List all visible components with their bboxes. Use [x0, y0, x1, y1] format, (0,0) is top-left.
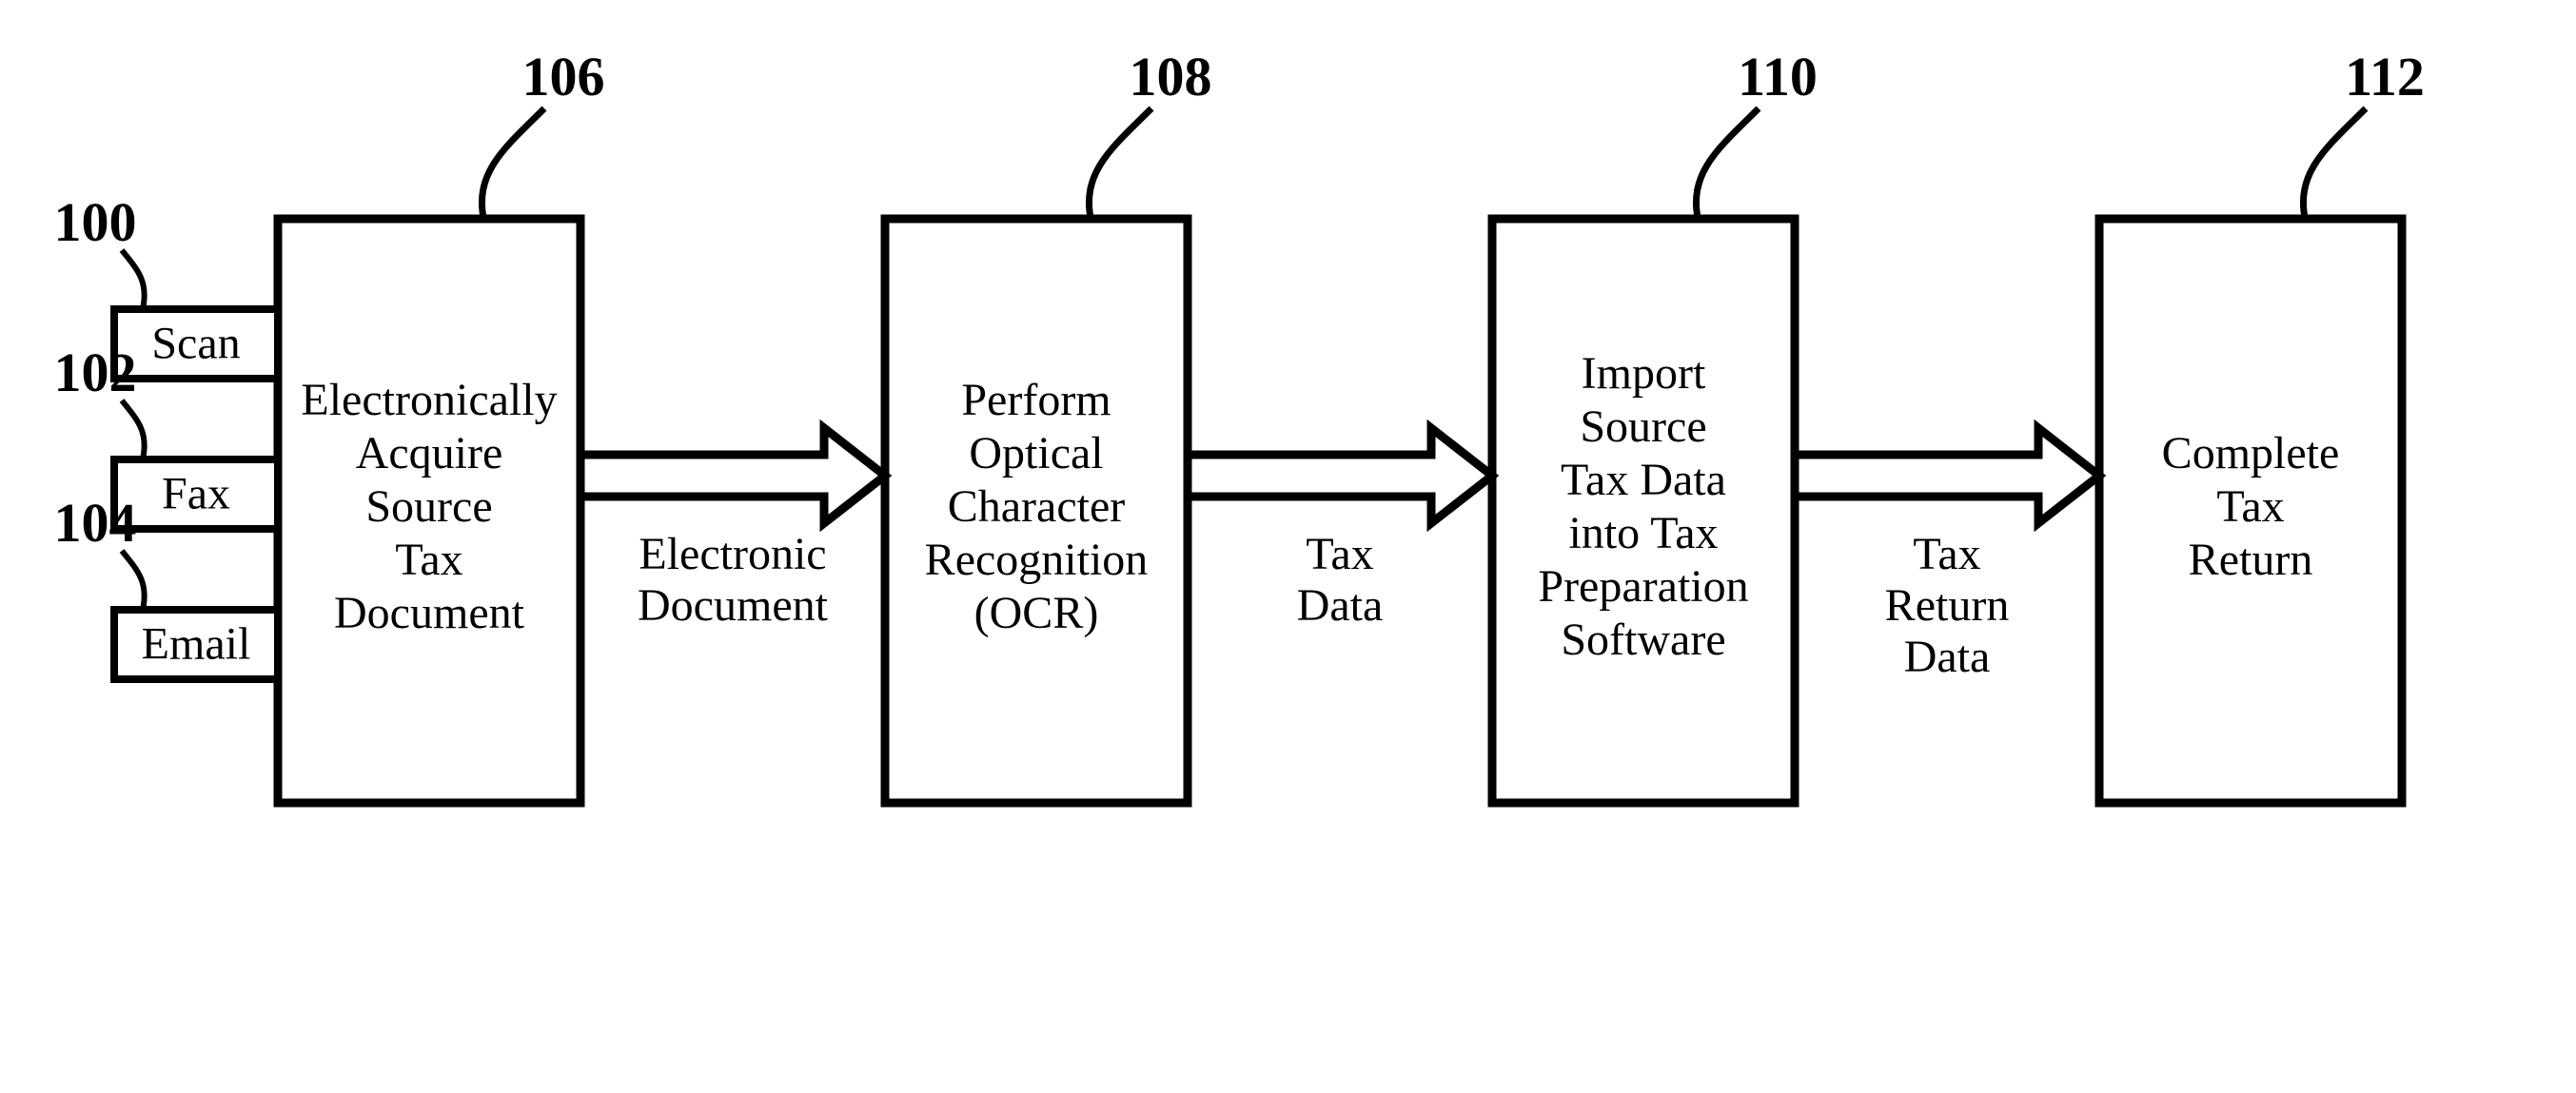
svg-text:Data: Data — [1297, 580, 1384, 631]
svg-text:Tax Data: Tax Data — [1561, 455, 1726, 505]
svg-text:Tax: Tax — [1306, 529, 1373, 579]
svg-text:Tax: Tax — [1913, 529, 1980, 579]
svg-text:Character: Character — [948, 481, 1126, 532]
svg-text:Return: Return — [2189, 535, 2313, 585]
input-box: Fax — [114, 459, 278, 529]
svg-text:Tax: Tax — [2216, 481, 2284, 532]
svg-text:Optical: Optical — [969, 428, 1103, 478]
svg-text:Return: Return — [1885, 580, 2010, 631]
ref-num: 110 — [1738, 46, 1818, 107]
input-box: Email — [114, 610, 278, 679]
svg-text:Recognition: Recognition — [925, 535, 1149, 585]
svg-text:Source: Source — [365, 481, 492, 532]
input-box: Scan — [114, 309, 278, 379]
svg-text:Email: Email — [142, 619, 251, 670]
svg-text:Import: Import — [1582, 348, 1706, 399]
svg-text:Acquire: Acquire — [356, 428, 503, 478]
svg-text:Electronically: Electronically — [301, 375, 557, 425]
ref-num: 102 — [54, 342, 137, 403]
ref-num: 100 — [54, 191, 137, 253]
svg-text:Electronic: Electronic — [639, 529, 826, 579]
ref-num: 108 — [1130, 46, 1212, 107]
svg-text:(OCR): (OCR) — [974, 588, 1099, 638]
svg-text:Preparation: Preparation — [1538, 561, 1748, 612]
svg-text:Scan: Scan — [151, 319, 240, 369]
ref-num: 104 — [54, 492, 137, 554]
svg-text:Software: Software — [1561, 615, 1725, 665]
svg-text:Tax: Tax — [395, 535, 462, 585]
svg-text:into Tax: into Tax — [1568, 508, 1718, 558]
svg-text:Perform: Perform — [961, 375, 1111, 425]
svg-text:Data: Data — [1904, 632, 1991, 682]
svg-text:Source: Source — [1580, 401, 1706, 452]
ref-num: 112 — [2345, 46, 2425, 107]
svg-text:Document: Document — [638, 580, 829, 631]
svg-text:Complete: Complete — [2162, 428, 2340, 478]
svg-text:Document: Document — [334, 588, 525, 638]
ref-num: 106 — [522, 46, 605, 107]
flowchart: ElectronicallyAcquireSourceTaxDocumentPe… — [0, 0, 2576, 1093]
svg-text:Fax: Fax — [162, 469, 230, 519]
